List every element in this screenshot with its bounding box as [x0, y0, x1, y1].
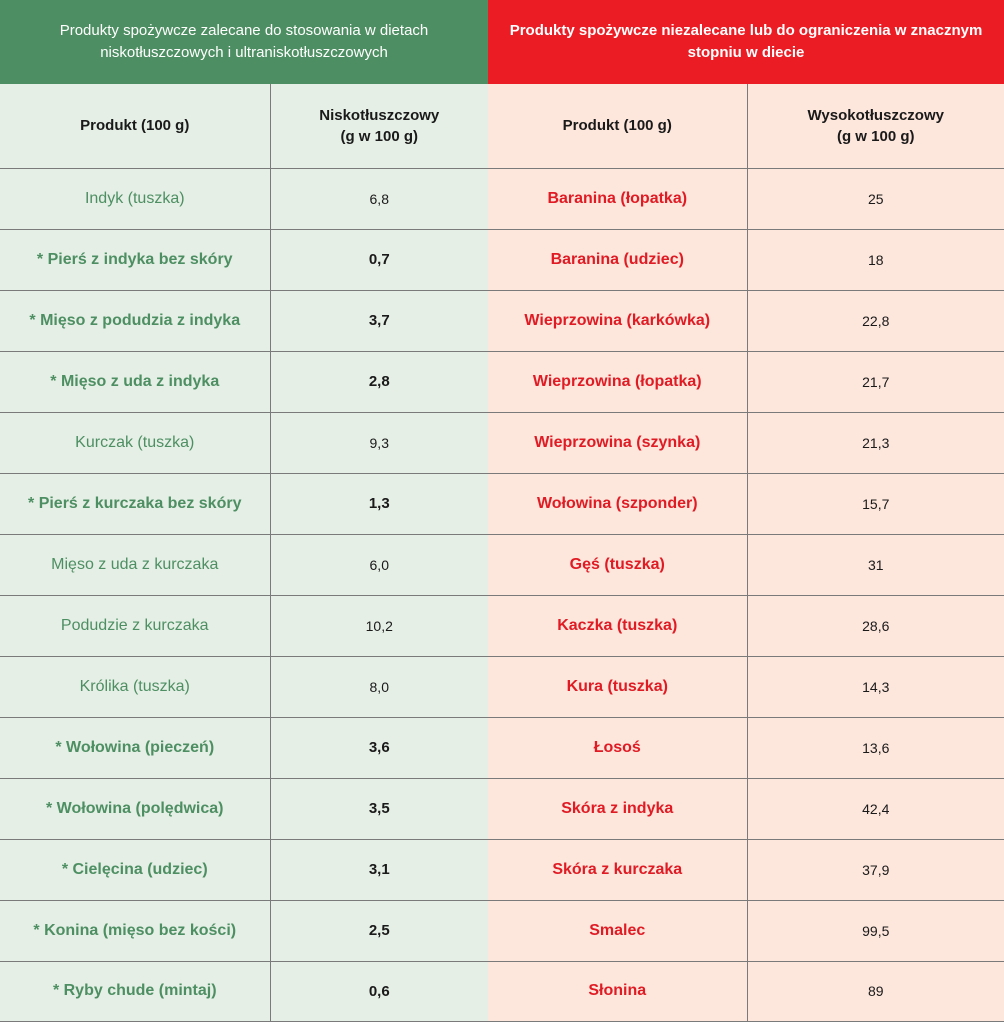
low-fat-product-cell: * Cielęcina (udziec): [0, 839, 270, 901]
table-row: Kurczak (tuszka) 9,3 Wieprzowina (szynka) 2…: [0, 412, 1004, 474]
table-row: * Pierś z indyka bez skóry 0,7 Baranina (u…: [0, 229, 1004, 291]
low-fat-value-cell: 8,0: [269, 656, 488, 718]
low-fat-product-cell: * Wołowina (pieczeń): [0, 717, 270, 779]
low-fat-value-cell: 3,1: [269, 839, 488, 901]
low-fat-value-cell: 9,3: [269, 412, 488, 474]
column-header-high-product-label: Produkt (100 g): [562, 117, 672, 135]
fat-content-table: Produkt (100 g) Niskotłuszczowy (g w 100…: [0, 84, 1004, 1022]
high-fat-value-cell: 37,9: [746, 839, 1004, 901]
low-fat-product-cell: * Ryby chude (mintaj): [0, 961, 270, 1022]
column-header-low-product-label: Produkt (100 g): [80, 117, 190, 135]
high-fat-value-cell: 89: [746, 961, 1004, 1022]
low-fat-value-cell: 6,8: [269, 168, 488, 230]
low-fat-product-cell: Podudzie z kurczaka: [0, 595, 270, 657]
high-fat-product-cell: Smalec: [488, 900, 747, 962]
table-row: * Mięso z podudzia z indyka 3,7 Wieprzowin…: [0, 290, 1004, 352]
table-row: * Ryby chude (mintaj) 0,6 Słonina 89: [0, 961, 1004, 1022]
low-fat-value-cell: 2,8: [269, 351, 488, 413]
column-header-high-fat-line1: Wysokotłuszczowy: [807, 106, 944, 124]
table-row: * Cielęcina (udziec) 3,1 Skóra z kurczaka 3…: [0, 839, 1004, 901]
high-fat-product-cell: Łosoś: [488, 717, 747, 779]
high-fat-value-cell: 15,7: [746, 473, 1004, 535]
column-header-low-fat-line1: Niskotłuszczowy: [319, 106, 440, 124]
low-fat-value-cell: 3,6: [269, 717, 488, 779]
high-fat-value-cell: 25: [746, 168, 1004, 230]
low-fat-product-cell: * Pierś z indyka bez skóry: [0, 229, 270, 291]
low-fat-product-cell: * Konina (mięso bez kości): [0, 900, 270, 962]
column-header-low-product: Produkt (100 g): [0, 84, 270, 169]
high-fat-value-cell: 31: [746, 534, 1004, 596]
table-row: * Wołowina (pieczeń) 3,6 Łosoś 13,6: [0, 717, 1004, 779]
high-fat-value-cell: 22,8: [746, 290, 1004, 352]
table-row: * Pierś z kurczaka bez skóry 1,3 Wołowina …: [0, 473, 1004, 535]
column-header-row: Produkt (100 g) Niskotłuszczowy (g w 100…: [0, 84, 1004, 169]
high-fat-product-cell: Wieprzowina (karkówka): [488, 290, 747, 352]
high-fat-product-cell: Skóra z kurczaka: [488, 839, 747, 901]
low-fat-product-cell: * Mięso z podudzia z indyka: [0, 290, 270, 352]
recommended-products-title: Produkty spożywcze zalecane do stosowani…: [59, 22, 429, 61]
low-fat-product-cell: * Wołowina (polędwica): [0, 778, 270, 840]
table-body: Indyk (tuszka) 6,8 Baranina (łopatka) 25 * P…: [0, 168, 1004, 1022]
high-fat-product-cell: Kura (tuszka): [488, 656, 747, 718]
high-fat-product-cell: Gęś (tuszka): [488, 534, 747, 596]
low-fat-value-cell: 3,5: [269, 778, 488, 840]
column-header-low-fat-line2: (g w 100 g): [340, 127, 418, 145]
high-fat-value-cell: 99,5: [746, 900, 1004, 962]
table-row: Podudzie z kurczaka 10,2 Kaczka (tuszka) 28…: [0, 595, 1004, 657]
column-header-high-product: Produkt (100 g): [488, 84, 747, 169]
table-row: * Wołowina (polędwica) 3,5 Skóra z indyka 4…: [0, 778, 1004, 840]
table-row: Mięso z uda z kurczaka 6,0 Gęś (tuszka) 31: [0, 534, 1004, 596]
low-fat-value-cell: 1,3: [269, 473, 488, 535]
low-fat-value-cell: 0,6: [269, 961, 488, 1022]
not-recommended-products-title: Produkty spożywcze niezalecane lub do og…: [509, 22, 983, 61]
table-row: * Konina (mięso bez kości) 2,5 Smalec 99,5: [0, 900, 1004, 962]
table-row: * Mięso z uda z indyka 2,8 Wieprzowina (ło…: [0, 351, 1004, 413]
column-header-low-fat: Niskotłuszczowy (g w 100 g): [269, 84, 488, 169]
high-fat-product-cell: Baranina (łopatka): [488, 168, 747, 230]
column-header-high-fat-line2: (g w 100 g): [836, 127, 915, 145]
high-fat-product-cell: Wieprzowina (łopatka): [488, 351, 747, 413]
high-fat-product-cell: Wieprzowina (szynka): [488, 412, 747, 474]
high-fat-product-cell: Skóra z indyka: [488, 778, 747, 840]
recommended-products-banner: Produkty spożywcze zalecane do stosowani…: [0, 0, 488, 84]
high-fat-product-cell: Kaczka (tuszka): [488, 595, 747, 657]
low-fat-value-cell: 6,0: [269, 534, 488, 596]
table-row: Indyk (tuszka) 6,8 Baranina (łopatka) 25: [0, 168, 1004, 230]
low-fat-product-cell: Kurczak (tuszka): [0, 412, 270, 474]
low-fat-product-cell: Indyk (tuszka): [0, 168, 270, 230]
high-fat-product-cell: Wołowina (szponder): [488, 473, 747, 535]
table-row: Królika (tuszka) 8,0 Kura (tuszka) 14,3: [0, 656, 1004, 718]
high-fat-product-cell: Baranina (udziec): [488, 229, 747, 291]
low-fat-value-cell: 10,2: [269, 595, 488, 657]
high-fat-value-cell: 14,3: [746, 656, 1004, 718]
high-fat-product-cell: Słonina: [488, 961, 747, 1022]
low-fat-product-cell: * Pierś z kurczaka bez skóry: [0, 473, 270, 535]
high-fat-value-cell: 28,6: [746, 595, 1004, 657]
column-header-high-fat: Wysokotłuszczowy (g w 100 g): [746, 84, 1004, 169]
low-fat-product-cell: * Mięso z uda z indyka: [0, 351, 270, 413]
low-fat-value-cell: 0,7: [269, 229, 488, 291]
low-fat-product-cell: Mięso z uda z kurczaka: [0, 534, 270, 596]
low-fat-product-cell: Królika (tuszka): [0, 656, 270, 718]
high-fat-value-cell: 18: [746, 229, 1004, 291]
high-fat-value-cell: 21,7: [746, 351, 1004, 413]
high-fat-value-cell: 42,4: [746, 778, 1004, 840]
table-banner: Produkty spożywcze zalecane do stosowani…: [0, 0, 1004, 84]
low-fat-value-cell: 3,7: [269, 290, 488, 352]
high-fat-value-cell: 13,6: [746, 717, 1004, 779]
high-fat-value-cell: 21,3: [746, 412, 1004, 474]
low-fat-value-cell: 2,5: [269, 900, 488, 962]
not-recommended-products-banner: Produkty spożywcze niezalecane lub do og…: [488, 0, 1004, 84]
